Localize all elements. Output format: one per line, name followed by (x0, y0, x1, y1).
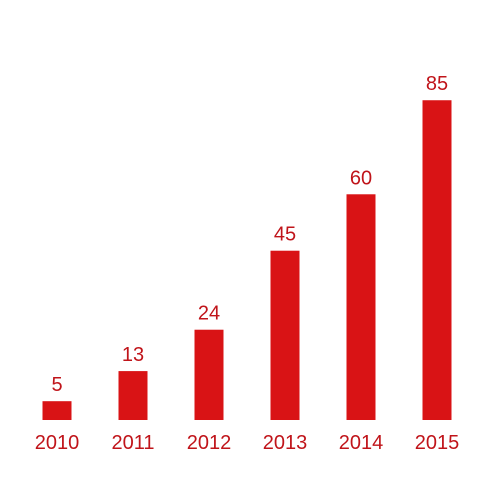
value-label-2012: 24 (198, 303, 220, 325)
x-tick-label-2013: 2013 (263, 432, 308, 454)
value-label-2011: 13 (122, 344, 144, 366)
x-axis-tick-labels: 2010 2011 2012 2013 2014 2015 (35, 432, 460, 454)
bar-2012 (194, 329, 224, 420)
x-tick-label-2010: 2010 (35, 432, 80, 454)
bar-2014 (346, 194, 376, 420)
x-tick-label-2014: 2014 (339, 432, 384, 454)
bars (42, 100, 452, 420)
bar-2011 (118, 371, 148, 420)
value-label-2013: 45 (274, 224, 296, 246)
value-labels: 5 13 24 45 60 85 (51, 73, 448, 396)
x-tick-label-2015: 2015 (415, 432, 460, 454)
value-label-2014: 60 (350, 167, 372, 189)
x-tick-label-2011: 2011 (111, 432, 154, 454)
bar-2015 (422, 100, 452, 420)
bar-2013 (270, 250, 300, 420)
bar-2010 (42, 401, 72, 420)
x-tick-label-2012: 2012 (187, 432, 232, 454)
value-label-2010: 5 (51, 374, 62, 396)
value-label-2015: 85 (426, 73, 448, 95)
